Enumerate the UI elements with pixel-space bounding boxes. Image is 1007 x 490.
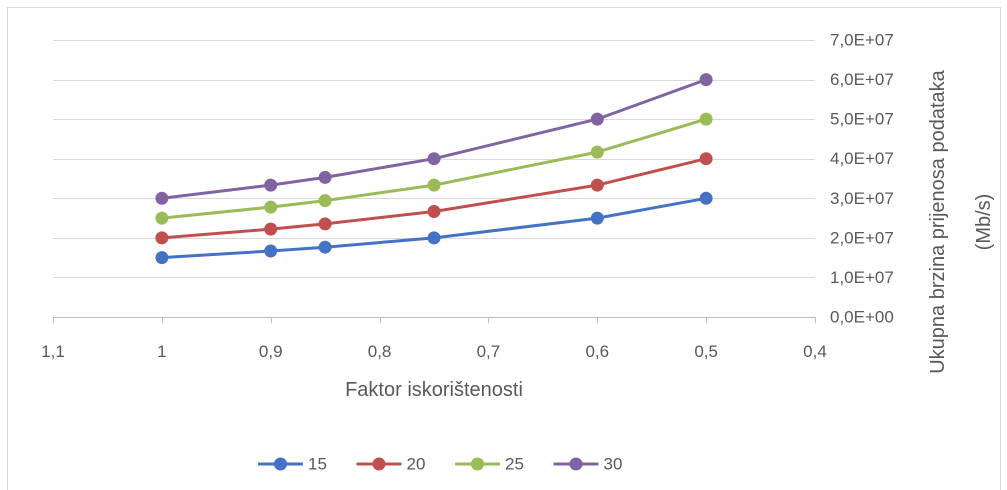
x-tick-label: 0,6 <box>585 342 609 361</box>
data-point <box>699 191 713 205</box>
legend-item: 25 <box>455 455 524 474</box>
series-group <box>155 73 713 265</box>
y-tick-label: 7,0E+07 <box>830 31 894 50</box>
data-point <box>590 178 604 192</box>
legend-item: 20 <box>356 455 426 474</box>
series-line <box>160 78 708 200</box>
x-axis: 1,1 1 0,9 0,8 0,7 0,6 0,5 0,4 <box>41 317 827 361</box>
chart-frame <box>7 7 1001 490</box>
legend-label: 15 <box>308 455 327 474</box>
y-axis-title: Ukupna brzina prijenosa podataka (Mb/s) <box>927 69 995 373</box>
x-axis-title: Faktor iskorištenosti <box>345 379 523 401</box>
data-point <box>155 191 169 205</box>
data-point <box>155 231 169 245</box>
y-tick-label: 5,0E+07 <box>830 110 894 129</box>
y-axis-title-line-1: Ukupna brzina prijenosa podataka <box>927 69 949 373</box>
y-tick-label: 1,0E+07 <box>830 268 894 287</box>
x-tick-label: 0,5 <box>694 342 718 361</box>
x-tick-label: 0,8 <box>368 342 392 361</box>
data-point <box>318 194 332 208</box>
x-tick-label: 0,4 <box>803 342 827 361</box>
data-point <box>590 211 604 225</box>
data-point <box>699 112 713 126</box>
legend-label: 25 <box>505 455 524 474</box>
legend-item: 30 <box>553 455 623 474</box>
legend-marker <box>569 457 583 471</box>
y-axis-title-line-2: (Mb/s) <box>973 194 995 251</box>
y-tick-label: 4,0E+07 <box>830 149 894 168</box>
y-tick-label: 2,0E+07 <box>830 228 894 247</box>
legend-label: 30 <box>604 455 623 474</box>
data-point <box>318 170 332 184</box>
legend-label: 20 <box>407 455 426 474</box>
data-point <box>264 222 278 236</box>
data-point <box>699 73 713 87</box>
legend-marker <box>372 457 386 471</box>
data-point <box>264 178 278 192</box>
data-point <box>427 152 441 166</box>
y-tick-label: 3,0E+07 <box>830 189 894 208</box>
data-point <box>590 145 604 159</box>
data-point <box>427 205 441 218</box>
legend-marker <box>471 457 484 471</box>
x-tick-label: 0,7 <box>477 342 501 361</box>
legend: 15 20 25 30 <box>258 455 622 474</box>
y-tick-label: 6,0E+07 <box>830 70 894 89</box>
x-tick-label: 0,9 <box>259 342 283 361</box>
data-point <box>318 240 332 254</box>
data-point <box>155 251 169 265</box>
x-tick-label: 1 <box>157 342 166 361</box>
data-point <box>427 178 441 192</box>
series-line <box>160 196 708 260</box>
data-point <box>427 231 441 245</box>
x-tick-label: 1,1 <box>41 342 65 361</box>
data-point <box>590 112 604 126</box>
data-point <box>264 200 278 214</box>
series-line <box>160 157 708 240</box>
series-15 <box>155 191 713 265</box>
data-point <box>264 244 278 258</box>
series-30 <box>155 73 713 205</box>
data-point <box>699 152 713 166</box>
legend-item: 15 <box>258 455 327 474</box>
legend-marker <box>274 457 287 471</box>
data-point <box>318 217 332 231</box>
data-point <box>155 211 169 225</box>
y-tick-label: 0,0E+00 <box>830 308 894 327</box>
series-25 <box>155 112 713 225</box>
y-axis: 0,0E+00 1,0E+07 2,0E+07 3,0E+07 4,0E+07 5,0E+… <box>830 31 894 327</box>
series-20 <box>155 152 713 245</box>
series-line <box>160 117 708 220</box>
